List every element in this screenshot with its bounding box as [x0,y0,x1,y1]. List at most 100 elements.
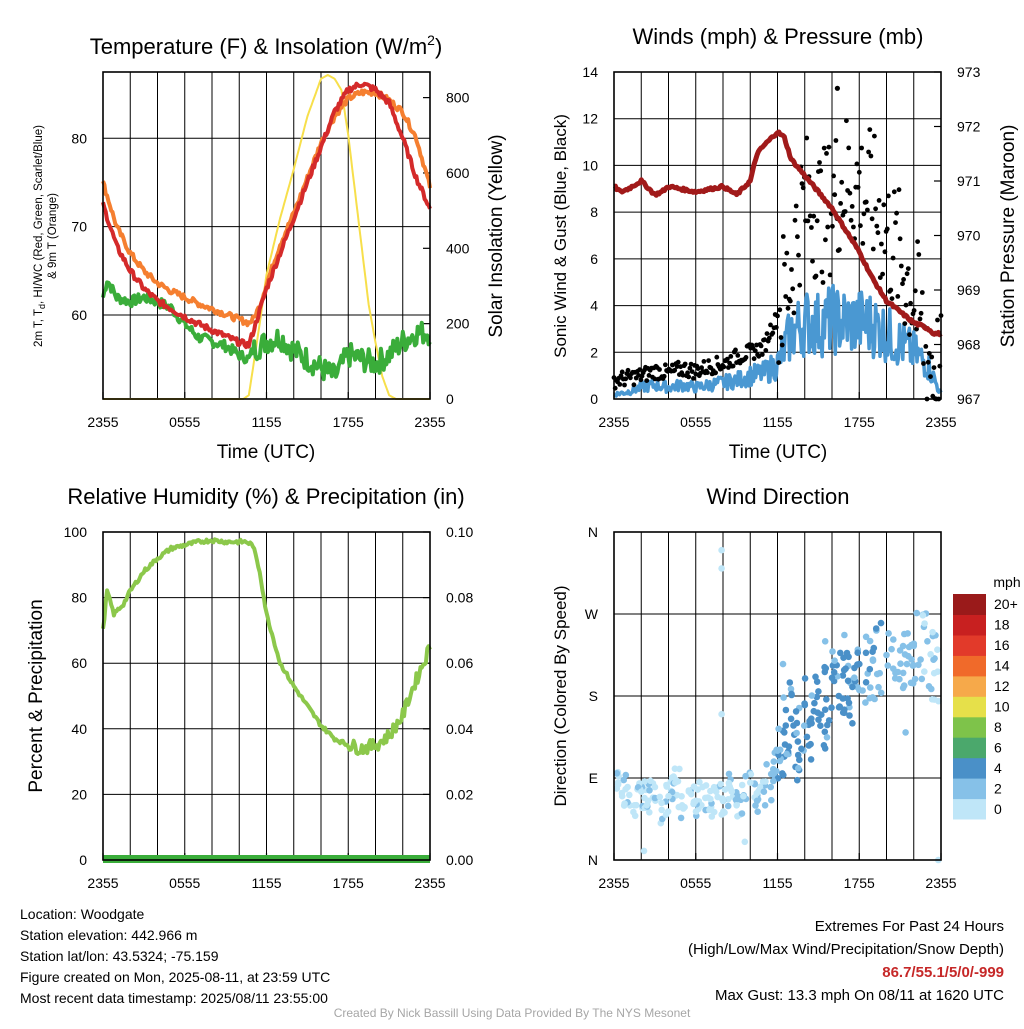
y2-tick-label: 972 [957,119,981,135]
direction-point [668,774,676,781]
direction-point [647,777,654,785]
direction-point [927,651,934,658]
gust-point [778,335,784,340]
direction-point [808,720,815,727]
y2-tick-label: 0.02 [446,786,473,802]
gust-point [623,376,629,382]
wind-y-axis-label: Sonic Wind & Gust (Blue, Black) [551,114,570,358]
extremes-values: 86.7/55.1/5/0/-999 [882,964,1004,981]
gust-point [929,354,935,360]
direction-point [755,787,762,795]
direction-point [794,776,801,784]
direction-point [699,783,706,791]
direction-point [662,811,670,819]
direction-point [796,756,803,764]
humidity-panel: Relative Humidity (%) & Precipitation (i… [26,484,473,891]
direction-point [901,651,909,658]
x-tick-label: 1755 [333,875,364,891]
gust-point [705,370,710,375]
gust-point [784,250,790,256]
direction-point [890,665,897,672]
y-tick-label: N [588,524,598,540]
direction-point [909,680,917,687]
direction-point [640,847,648,855]
gust-point [860,241,866,246]
direction-point [781,729,788,736]
colorbar-label: 18 [994,617,1010,633]
gust-point [728,354,734,359]
direction-point [644,797,652,805]
direction-point [862,699,869,706]
gust-point [873,206,878,212]
gust-point [830,223,835,229]
gust-point [661,373,667,379]
gust-point [817,160,822,165]
direction-point [883,651,890,659]
gust-point [797,282,803,288]
gust-point [931,365,937,370]
direction-point [891,675,899,682]
y-tick-label: 10 [582,157,598,173]
gust-point [754,342,759,348]
direction-point [718,710,725,718]
direction-point [805,742,813,749]
direction-point [801,675,809,682]
direction-point [924,638,931,645]
wind-direction-panel-title: Wind Direction [706,484,849,509]
x-tick-label: 0555 [680,414,711,430]
direction-point [870,644,878,652]
gust-point [872,133,877,139]
direction-point [656,793,664,801]
colorbar-label: 0 [994,801,1002,817]
y2-tick-label: 0.00 [446,852,473,868]
direction-point [801,701,809,709]
gust-point [805,218,811,224]
colorbar-label: 12 [994,678,1010,694]
gust-point [644,378,650,383]
direction-point [768,796,775,804]
wind-direction-y-axis-label: Direction (Colored By Speed) [551,585,570,806]
gust-point [619,369,625,375]
gust-point [800,185,806,191]
direction-point [821,706,829,713]
gust-point [825,224,831,230]
insolation-y-axis-label: Solar Insolation (Yellow) [486,134,507,337]
gust-point [877,275,883,280]
direction-point [782,706,790,714]
direction-point [817,722,824,729]
gust-point [687,365,693,371]
gust-point [919,290,925,295]
x-tick-label: 2355 [414,875,445,891]
direction-point [872,625,880,632]
y-tick-label: 0 [590,391,598,407]
gust-point [905,266,911,271]
direction-point [904,630,911,637]
gust-point [869,216,875,222]
y-tick-label: 100 [64,524,88,540]
colorbar-label: 8 [994,719,1002,735]
gust-point [758,343,764,349]
gust-point [846,145,852,151]
direction-point [844,677,852,685]
y-tick-label: 60 [71,307,87,323]
colorbar-swatch [953,655,986,677]
direction-point [677,814,685,822]
gust-point [791,310,797,316]
direction-point [672,779,679,786]
gust-point [777,307,783,313]
direction-point [718,565,725,572]
direction-point [676,765,683,773]
gust-point [751,356,757,362]
x-tick-label: 2355 [598,414,629,430]
gust-point [925,359,931,365]
direction-point [787,685,795,693]
direction-point [830,669,838,676]
gust-point [768,322,773,328]
temperature-panel-title: Temperature (F) & Insolation (W/m2) [90,32,443,59]
station-elevation: Station elevation: 442.966 m [20,927,198,943]
direction-point [813,693,821,701]
direction-point [798,745,805,753]
x-tick-label: 2355 [925,414,956,430]
direction-point [884,662,892,669]
direction-point [793,719,801,727]
